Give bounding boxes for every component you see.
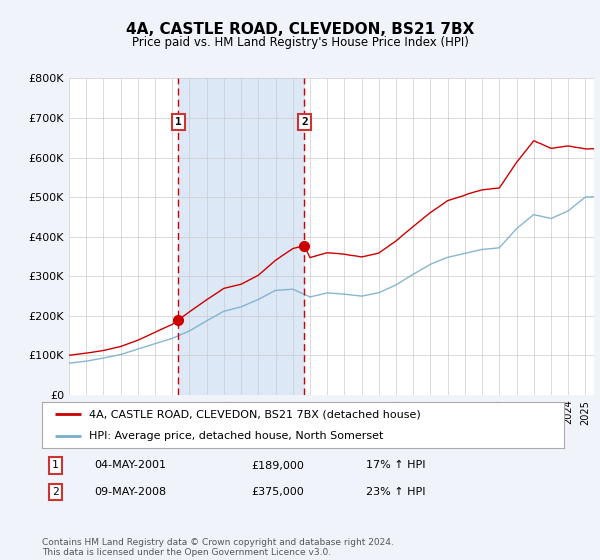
- Text: 1: 1: [52, 460, 58, 470]
- Text: 17% ↑ HPI: 17% ↑ HPI: [365, 460, 425, 470]
- Text: £189,000: £189,000: [251, 460, 304, 470]
- Text: HPI: Average price, detached house, North Somerset: HPI: Average price, detached house, Nort…: [89, 431, 383, 441]
- Text: 4A, CASTLE ROAD, CLEVEDON, BS21 7BX: 4A, CASTLE ROAD, CLEVEDON, BS21 7BX: [126, 22, 474, 38]
- Text: 23% ↑ HPI: 23% ↑ HPI: [365, 487, 425, 497]
- Text: 2: 2: [52, 487, 58, 497]
- Text: £375,000: £375,000: [251, 487, 304, 497]
- Text: 04-MAY-2001: 04-MAY-2001: [94, 460, 166, 470]
- Text: 4A, CASTLE ROAD, CLEVEDON, BS21 7BX (detached house): 4A, CASTLE ROAD, CLEVEDON, BS21 7BX (det…: [89, 409, 421, 419]
- Bar: [178, 78, 304, 395]
- Text: 2: 2: [301, 117, 308, 127]
- Text: 1: 1: [175, 117, 182, 127]
- Text: Contains HM Land Registry data © Crown copyright and database right 2024.
This d: Contains HM Land Registry data © Crown c…: [42, 538, 394, 557]
- Text: 09-MAY-2008: 09-MAY-2008: [94, 487, 166, 497]
- Text: Price paid vs. HM Land Registry's House Price Index (HPI): Price paid vs. HM Land Registry's House …: [131, 36, 469, 49]
